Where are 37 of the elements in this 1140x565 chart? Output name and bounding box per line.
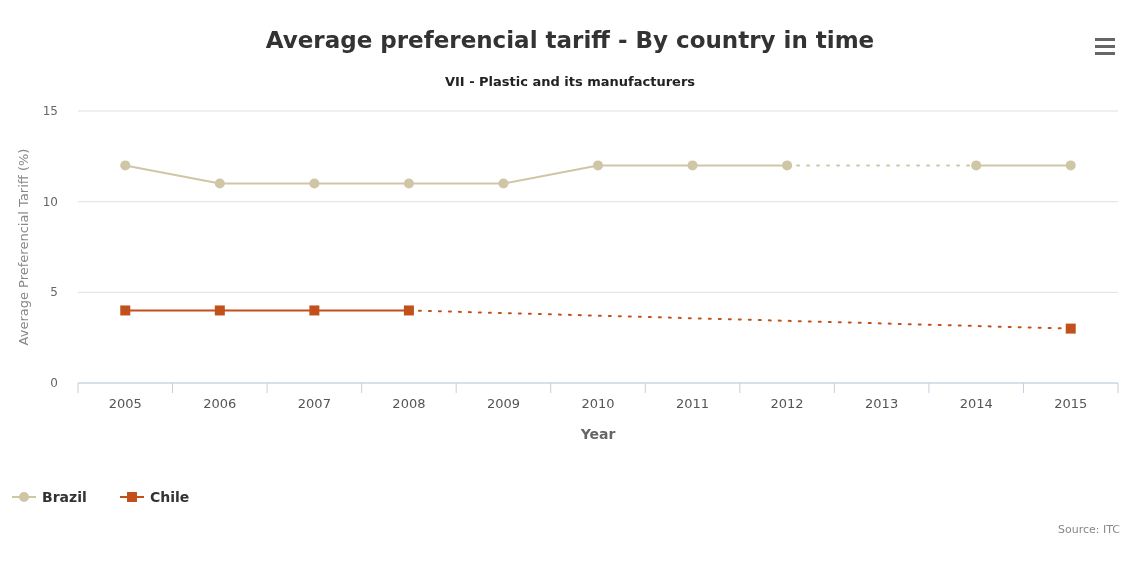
x-tick-label: 2006	[203, 396, 237, 411]
y-tick-label: 0	[50, 376, 58, 390]
point	[498, 178, 509, 189]
x-tick-label: 2008	[392, 396, 426, 411]
x-tick-label: 2011	[676, 396, 710, 411]
source-note: Source: ITC	[1058, 523, 1121, 536]
x-tick-label: 2007	[297, 396, 331, 411]
point	[403, 178, 414, 189]
point	[309, 178, 320, 189]
point	[214, 178, 225, 189]
y-tick-label: 10	[42, 194, 58, 209]
point	[687, 160, 698, 171]
point	[782, 160, 793, 171]
legend-label: Brazil	[42, 489, 87, 505]
point	[214, 305, 225, 316]
point	[1065, 160, 1076, 171]
y-tick-label: 5	[50, 285, 58, 300]
point	[403, 305, 414, 316]
y-axis-title: Average Preferencial Tariff (%)	[16, 148, 31, 346]
point	[1065, 323, 1076, 334]
point	[593, 160, 603, 171]
x-tick-label: 2014	[959, 396, 993, 411]
x-tick-label: 2012	[770, 396, 804, 411]
x-axis-title: Year	[579, 426, 616, 442]
chart-subtitle: VII - Plastic and its manufacturers	[444, 74, 696, 89]
y-tick-label: 15	[42, 104, 58, 118]
x-tick-label: 2009	[486, 396, 520, 411]
x-tick-label: 2013	[865, 396, 899, 411]
point	[120, 305, 131, 316]
x-tick-label: 2005	[108, 396, 142, 411]
point	[309, 305, 320, 316]
x-tick-label: 2015	[1054, 396, 1088, 411]
point	[120, 160, 131, 171]
legend-label: Chile	[150, 489, 190, 505]
point	[971, 160, 982, 171]
x-tick-label: 2010	[581, 396, 615, 411]
chart-title: Average preferencial tariff - By country in time	[265, 27, 875, 53]
